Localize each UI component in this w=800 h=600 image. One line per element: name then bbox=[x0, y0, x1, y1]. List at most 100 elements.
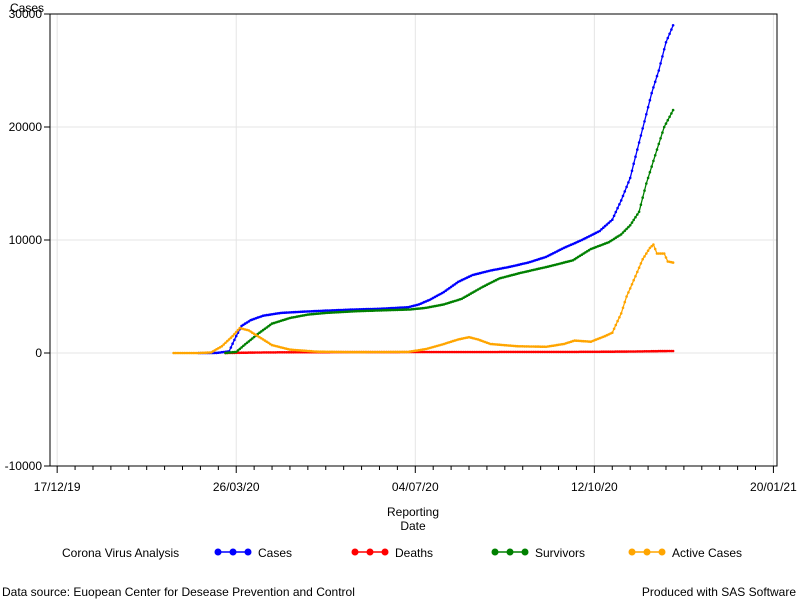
legend-marker bbox=[214, 548, 222, 556]
data-point bbox=[666, 118, 670, 122]
data-point bbox=[270, 351, 274, 354]
data-point bbox=[528, 345, 532, 348]
data-point bbox=[431, 350, 435, 354]
data-point bbox=[417, 350, 421, 354]
data-point bbox=[668, 349, 671, 353]
legend-marker bbox=[244, 548, 252, 556]
data-point bbox=[616, 206, 619, 210]
data-point bbox=[247, 340, 251, 343]
x-tick-label: 26/03/20 bbox=[213, 480, 260, 494]
data-point bbox=[258, 351, 261, 354]
data-point bbox=[632, 350, 635, 353]
data-point bbox=[662, 349, 666, 353]
data-point bbox=[616, 350, 619, 353]
data-point bbox=[600, 350, 603, 354]
data-point bbox=[200, 351, 204, 355]
data-point bbox=[643, 189, 646, 192]
data-point bbox=[612, 214, 616, 218]
data-point bbox=[491, 350, 494, 354]
data-point bbox=[328, 350, 331, 354]
data-point bbox=[501, 350, 505, 354]
data-point bbox=[636, 148, 639, 151]
data-point bbox=[519, 345, 523, 348]
data-point bbox=[422, 350, 426, 354]
data-point bbox=[566, 350, 569, 354]
data-point bbox=[541, 350, 544, 354]
legend-item-deaths: Deaths bbox=[351, 546, 433, 560]
data-point bbox=[652, 349, 655, 353]
data-point bbox=[659, 62, 662, 65]
data-point bbox=[625, 185, 628, 189]
legend-label: Active Cases bbox=[672, 546, 742, 560]
data-point bbox=[636, 213, 639, 216]
data-point bbox=[646, 249, 650, 252]
data-point bbox=[523, 345, 526, 348]
data-point bbox=[639, 350, 643, 353]
data-point bbox=[175, 351, 179, 355]
data-point bbox=[335, 350, 338, 354]
data-point bbox=[261, 328, 265, 332]
series-active-cases bbox=[172, 243, 675, 355]
data-point bbox=[589, 350, 593, 354]
data-point bbox=[528, 350, 532, 354]
data-point bbox=[188, 351, 191, 355]
legend-marker bbox=[229, 548, 237, 556]
data-point bbox=[190, 351, 193, 355]
data-point bbox=[503, 350, 507, 354]
data-point bbox=[519, 350, 523, 354]
data-point bbox=[256, 351, 260, 354]
data-point bbox=[333, 350, 337, 354]
data-point bbox=[474, 350, 478, 354]
data-point bbox=[337, 308, 340, 312]
data-point bbox=[227, 338, 231, 341]
legend-marker bbox=[351, 548, 359, 556]
data-point bbox=[559, 350, 562, 354]
data-point bbox=[627, 181, 630, 184]
data-point bbox=[222, 343, 225, 346]
data-point bbox=[534, 345, 537, 348]
data-point bbox=[446, 350, 449, 354]
data-point bbox=[231, 342, 234, 346]
data-point bbox=[326, 350, 329, 354]
data-point bbox=[193, 351, 197, 355]
data-point bbox=[268, 323, 272, 327]
data-point bbox=[526, 350, 530, 354]
data-point bbox=[571, 350, 575, 354]
data-point bbox=[360, 309, 363, 313]
data-point bbox=[655, 148, 659, 151]
data-point bbox=[268, 351, 272, 354]
data-point bbox=[662, 125, 666, 129]
data-point bbox=[367, 350, 371, 354]
data-point bbox=[494, 350, 498, 354]
data-point bbox=[252, 335, 256, 339]
data-point bbox=[603, 350, 607, 354]
data-point bbox=[469, 350, 473, 354]
data-point bbox=[229, 336, 233, 340]
data-point bbox=[240, 346, 243, 349]
data-point bbox=[607, 221, 610, 225]
data-point bbox=[609, 350, 612, 354]
data-point bbox=[213, 351, 216, 355]
y-tick-label: 10000 bbox=[9, 233, 43, 247]
data-point bbox=[383, 308, 387, 312]
data-point bbox=[517, 345, 521, 348]
data-point bbox=[342, 350, 346, 354]
data-point bbox=[525, 350, 528, 354]
data-point bbox=[295, 350, 299, 354]
data-point bbox=[603, 224, 607, 228]
data-point bbox=[645, 350, 648, 353]
series-cases bbox=[197, 24, 675, 355]
data-point bbox=[505, 350, 508, 354]
data-point bbox=[569, 350, 573, 354]
data-point bbox=[183, 351, 186, 355]
data-point bbox=[435, 350, 439, 354]
data-point bbox=[428, 350, 431, 354]
data-point bbox=[462, 350, 465, 354]
data-point bbox=[369, 350, 372, 354]
data-point bbox=[523, 350, 526, 354]
data-point bbox=[349, 308, 353, 311]
data-point bbox=[258, 331, 261, 335]
data-point bbox=[671, 24, 675, 27]
data-point bbox=[530, 350, 533, 354]
data-point bbox=[648, 246, 652, 250]
